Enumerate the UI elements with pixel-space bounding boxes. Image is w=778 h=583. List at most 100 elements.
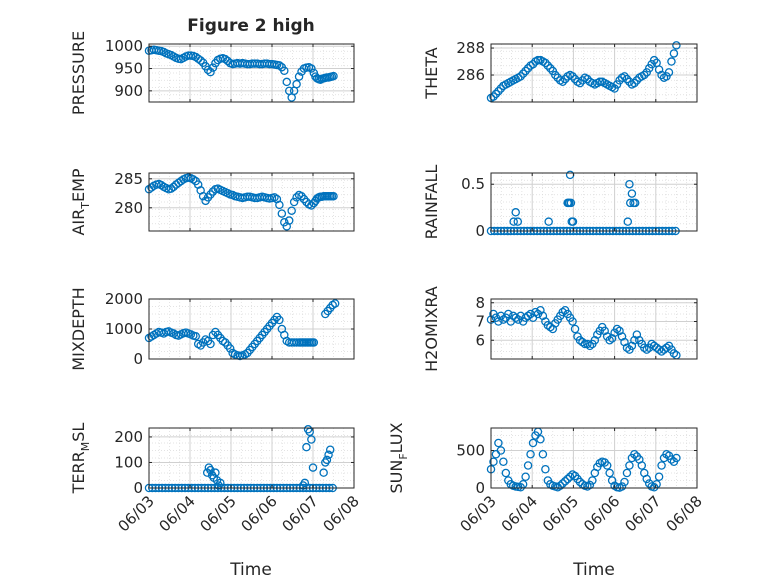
data-point	[275, 61, 284, 70]
data-point	[560, 74, 570, 84]
data-point	[605, 468, 614, 478]
y-tick-label: 0.5	[461, 175, 485, 193]
y-axis-label: MIXDEPTH	[69, 287, 88, 370]
data-point	[169, 182, 178, 192]
data-point	[325, 445, 335, 454]
data-point	[270, 193, 279, 202]
data-point	[667, 57, 676, 66]
data-point	[523, 461, 533, 470]
air-temp-axes: 280 285 AIRTEMP	[69, 168, 355, 236]
data-point	[501, 468, 511, 478]
data-point	[595, 77, 605, 87]
data-point	[511, 208, 520, 217]
x-tick-label: 06/06	[238, 492, 281, 535]
y-tick-label: 8	[475, 294, 485, 312]
data-point	[630, 449, 639, 459]
data-point	[623, 217, 633, 226]
y-tick-label: 0	[133, 350, 143, 368]
data-point	[588, 476, 597, 485]
data-point	[672, 453, 681, 463]
y-axis-label: TERRMSL	[69, 423, 92, 495]
data-point	[568, 217, 578, 226]
data-series	[486, 305, 681, 360]
data-point	[494, 438, 503, 448]
data-point	[284, 216, 294, 225]
axes-frame	[490, 298, 698, 360]
y-tick-label: 0	[475, 222, 485, 240]
data-point	[626, 198, 635, 208]
data-point	[544, 217, 553, 226]
y-tick-label: 950	[114, 60, 143, 78]
data-point	[563, 474, 572, 484]
minor-grid	[149, 173, 354, 231]
x-tick-label: 06/08	[320, 492, 363, 535]
data-point	[322, 455, 332, 465]
data-point	[206, 465, 215, 475]
axes-frame	[490, 427, 698, 489]
data-point	[282, 77, 292, 87]
axes-frame	[148, 43, 355, 103]
minor-grid	[491, 173, 697, 231]
data-point	[640, 70, 649, 80]
x-axis-label-right: Time	[572, 560, 615, 580]
data-series	[144, 299, 340, 361]
data-point	[558, 479, 567, 488]
data-point	[565, 472, 575, 481]
data-point	[622, 74, 632, 84]
data-point	[511, 313, 520, 322]
data-point	[300, 478, 310, 488]
data-point	[496, 84, 506, 93]
data-point	[543, 61, 553, 70]
data-point	[546, 64, 555, 73]
data-point	[308, 463, 318, 472]
data-point	[583, 339, 592, 349]
data-point	[513, 217, 523, 226]
y-tick-label: 2000	[105, 290, 143, 308]
x-tick-label: 06/05	[539, 492, 582, 535]
data-point	[196, 56, 205, 65]
data-point	[280, 66, 289, 76]
data-point	[672, 41, 681, 50]
data-point	[491, 89, 501, 99]
data-point	[612, 324, 622, 334]
data-point	[538, 449, 548, 459]
data-point	[523, 311, 533, 321]
data-point	[509, 217, 518, 226]
data-point	[607, 476, 617, 485]
data-point	[555, 481, 565, 490]
data-point	[526, 449, 535, 459]
data-point	[521, 472, 530, 481]
data-point	[307, 435, 316, 444]
data-point	[558, 77, 567, 87]
data-point	[294, 72, 304, 81]
x-tick-label: 06/08	[663, 492, 706, 535]
x-tick-label: 06/03	[457, 492, 500, 535]
data-point	[568, 72, 577, 81]
data-point	[560, 476, 570, 486]
data-point	[602, 461, 612, 470]
x-tick-label: 06/06	[580, 492, 623, 535]
data-point	[287, 206, 296, 215]
x-tick-label: 06/07	[279, 492, 322, 535]
data-point	[166, 184, 176, 193]
data-point	[585, 341, 595, 351]
y-axis-label: SUNFLUX	[387, 422, 410, 493]
data-point	[309, 338, 319, 347]
data-point	[307, 64, 316, 73]
y-axis-label: PRESSURE	[69, 31, 88, 115]
pressure-axes: 900 950 1000 PRESSURE	[69, 31, 355, 115]
y-tick-label: 100	[114, 453, 143, 471]
data-point	[625, 461, 634, 470]
data-point	[302, 442, 311, 452]
data-point	[206, 339, 215, 349]
data-point	[499, 315, 508, 324]
data-series	[486, 41, 681, 103]
y-tick-label: 0	[475, 479, 485, 497]
data-point	[203, 65, 213, 75]
y-tick-label: 900	[114, 82, 143, 100]
mixdepth-axes: 0 1000 2000 MIXDEPTH	[69, 287, 355, 371]
data-point	[319, 468, 328, 477]
x-axis-label-left: Time	[229, 560, 272, 580]
